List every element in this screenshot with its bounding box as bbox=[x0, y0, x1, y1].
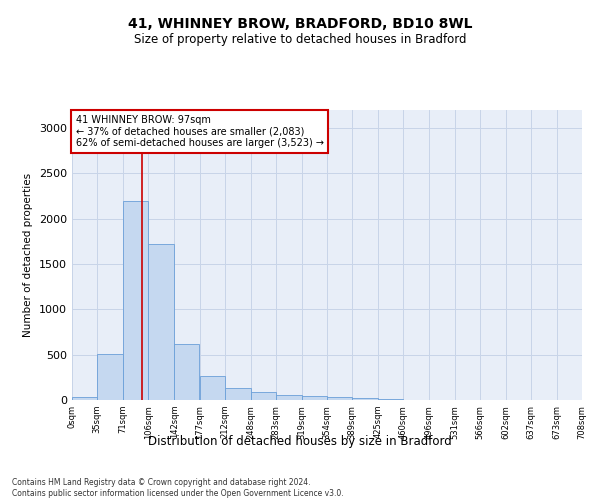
Bar bbox=[352, 398, 378, 400]
Bar bbox=[199, 376, 225, 400]
Bar bbox=[72, 398, 97, 400]
Bar bbox=[174, 344, 199, 400]
Bar bbox=[123, 200, 148, 400]
Bar bbox=[148, 244, 174, 400]
Text: 41 WHINNEY BROW: 97sqm
← 37% of detached houses are smaller (2,083)
62% of semi-: 41 WHINNEY BROW: 97sqm ← 37% of detached… bbox=[76, 114, 323, 148]
Bar bbox=[327, 397, 352, 400]
Bar bbox=[276, 395, 302, 400]
Text: Size of property relative to detached houses in Bradford: Size of property relative to detached ho… bbox=[134, 32, 466, 46]
Bar bbox=[251, 392, 276, 400]
Bar bbox=[97, 354, 123, 400]
Bar bbox=[302, 396, 327, 400]
Bar bbox=[378, 399, 403, 400]
Text: Distribution of detached houses by size in Bradford: Distribution of detached houses by size … bbox=[148, 435, 452, 448]
Text: Contains HM Land Registry data © Crown copyright and database right 2024.
Contai: Contains HM Land Registry data © Crown c… bbox=[12, 478, 344, 498]
Bar bbox=[225, 388, 251, 400]
Y-axis label: Number of detached properties: Number of detached properties bbox=[23, 173, 34, 337]
Text: 41, WHINNEY BROW, BRADFORD, BD10 8WL: 41, WHINNEY BROW, BRADFORD, BD10 8WL bbox=[128, 18, 472, 32]
